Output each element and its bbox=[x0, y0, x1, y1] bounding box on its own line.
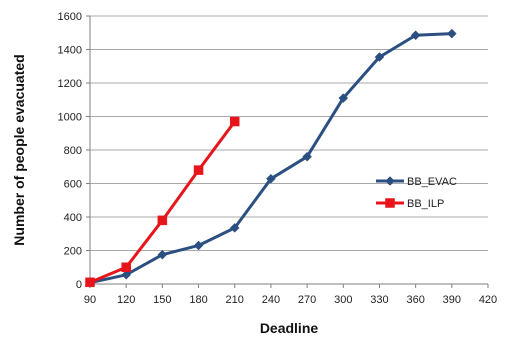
data-point-bb-evac bbox=[229, 223, 240, 233]
x-tick-label: 240 bbox=[262, 294, 280, 306]
data-point-bb-ilp bbox=[157, 215, 168, 226]
data-point-bb-evac bbox=[193, 240, 204, 251]
x-tick-labels: 90 120 150 180 210 240 270 300 330 360 390 420 bbox=[84, 294, 497, 306]
legend-label-bb-ilp: BB_ILP bbox=[407, 198, 444, 210]
y-tick-labels: 0 200 400 600 800 1000 1200 1400 1600 bbox=[58, 11, 82, 291]
y-axis-label: Number of people evacuated bbox=[11, 54, 27, 245]
x-tick-label: 270 bbox=[298, 294, 316, 306]
data-point-bb-evac bbox=[157, 249, 168, 260]
legend-item-bb-ilp: BB_ILP bbox=[376, 198, 444, 210]
y-tick-label: 1000 bbox=[58, 112, 82, 124]
y-tick-label: 200 bbox=[64, 246, 82, 258]
data-point-bb-evac bbox=[302, 151, 312, 162]
x-tick-label: 90 bbox=[84, 294, 96, 306]
y-tick-label: 1600 bbox=[58, 11, 82, 23]
x-tick-label: 210 bbox=[226, 294, 244, 306]
y-tick-label: 800 bbox=[64, 145, 82, 157]
series-bb-ilp bbox=[85, 116, 240, 288]
y-tick-label: 600 bbox=[64, 179, 82, 191]
x-tick-label: 330 bbox=[370, 294, 388, 306]
x-tick-label: 420 bbox=[479, 294, 497, 306]
data-point-bb-ilp bbox=[121, 262, 131, 272]
data-point-bb-evac bbox=[446, 28, 457, 39]
data-point-bb-evac bbox=[410, 30, 421, 41]
x-tick-label: 360 bbox=[406, 294, 424, 306]
y-tick-label: 1400 bbox=[58, 45, 82, 57]
legend-item-bb-evac: BB_EVAC bbox=[376, 176, 457, 188]
legend-swatch-marker bbox=[385, 198, 395, 208]
legend-label-bb-evac: BB_EVAC bbox=[407, 176, 457, 188]
legend-swatch-marker bbox=[385, 176, 395, 186]
data-point-bb-ilp bbox=[229, 116, 240, 127]
x-tick-label: 300 bbox=[334, 294, 352, 306]
x-axis-label: Deadline bbox=[260, 320, 319, 336]
y-tick-label: 1200 bbox=[58, 78, 82, 90]
data-point-bb-evac bbox=[121, 269, 132, 280]
gridlines bbox=[90, 15, 488, 251]
data-point-bb-ilp bbox=[85, 277, 95, 288]
x-tick-label: 180 bbox=[189, 294, 207, 306]
x-tick-label: 150 bbox=[153, 294, 171, 306]
series-bb-evac bbox=[85, 28, 457, 288]
data-point-bb-evac bbox=[374, 52, 385, 62]
y-tick-label: 0 bbox=[76, 279, 82, 291]
x-tick-label: 120 bbox=[117, 294, 135, 306]
series bbox=[85, 28, 457, 288]
data-point-bb-evac bbox=[266, 173, 276, 184]
data-point-bb-evac bbox=[338, 93, 349, 103]
x-tick-label: 390 bbox=[443, 294, 461, 306]
axes bbox=[86, 15, 489, 288]
data-point-bb-ilp bbox=[193, 165, 204, 175]
y-tick-label: 400 bbox=[64, 212, 82, 224]
legend: BB_EVAC BB_ILP bbox=[376, 176, 457, 210]
